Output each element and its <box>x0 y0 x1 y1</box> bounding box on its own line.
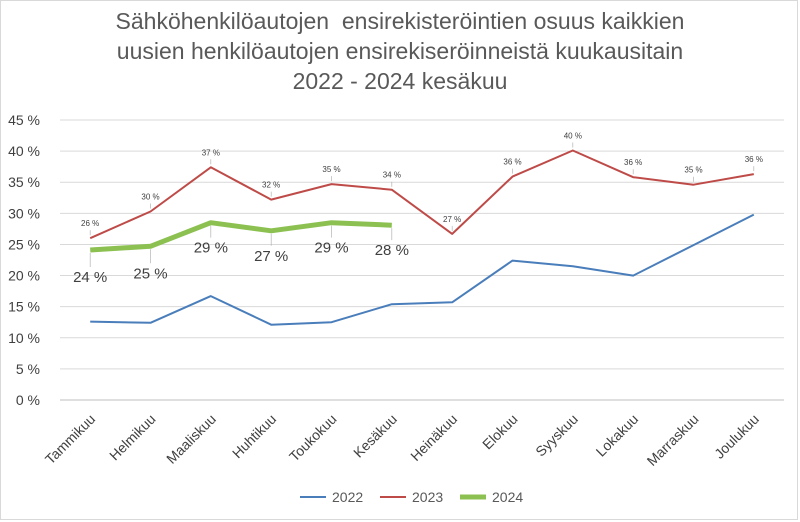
series-line-2022 <box>90 213 755 326</box>
data-label-2024: 27 % <box>254 248 288 265</box>
chart-title-line-3: 2022 - 2024 kesäkuu <box>292 68 508 94</box>
x-tick-label: Marraskuu <box>644 411 702 469</box>
data-label-2023: 32 % <box>262 181 280 190</box>
y-tick-label: 40 % <box>8 143 40 159</box>
x-tick-label: Helmikuu <box>106 411 159 464</box>
data-label-2023: 35 % <box>322 165 340 174</box>
data-label-2023: 36 % <box>624 158 642 167</box>
data-label-2023: 40 % <box>564 131 582 140</box>
x-tick-label: Toukokuu <box>286 411 340 465</box>
legend-label-2023: 2023 <box>412 489 443 505</box>
series-line-2024 <box>90 220 392 253</box>
chart-title: Sähköhenkilöautojen ensirekisteröintien … <box>0 6 800 96</box>
y-tick-label: 25 % <box>8 236 40 252</box>
x-tick-label: Tammikuu <box>42 411 98 467</box>
x-tick-label: Maaliskuu <box>163 411 219 467</box>
chart-title-line-2: uusien henkilöautojen ensirekiseröinneis… <box>116 38 684 64</box>
chart-title-line-1: Sähköhenkilöautojen ensirekisteröintien … <box>115 8 685 34</box>
x-tick-label: Lokakuu <box>593 411 642 460</box>
x-tick-label: Syyskuu <box>532 411 581 460</box>
y-tick-label: 30 % <box>8 205 40 221</box>
y-tick-label: 20 % <box>8 268 40 284</box>
data-label-2023: 30 % <box>141 192 159 201</box>
data-label-2023: 26 % <box>81 219 99 228</box>
x-tick-label: Kesäkuu <box>350 411 400 461</box>
data-label-2023: 35 % <box>684 166 702 175</box>
x-tick-label: Elokuu <box>479 411 521 453</box>
y-tick-label: 15 % <box>8 299 40 315</box>
x-tick-label: Heinäkuu <box>407 411 460 464</box>
data-label-2023: 37 % <box>202 148 220 157</box>
legend-label-2022: 2022 <box>332 489 363 505</box>
data-label-2024: 24 % <box>73 269 107 286</box>
data-label-2023: 27 % <box>443 215 461 224</box>
legend-label-2024: 2024 <box>492 489 523 505</box>
y-tick-label: 45 % <box>8 112 40 128</box>
y-tick-label: 35 % <box>8 174 40 190</box>
y-tick-label: 0 % <box>16 392 40 408</box>
y-tick-label: 5 % <box>16 361 40 377</box>
data-label-2023: 34 % <box>383 171 401 180</box>
y-tick-label: 10 % <box>8 330 40 346</box>
data-label-2023: 36 % <box>503 158 521 167</box>
data-label-2024: 28 % <box>375 242 409 259</box>
x-tick-label: Joulukuu <box>711 411 762 462</box>
data-label-2023: 36 % <box>745 155 763 164</box>
series-line-2023 <box>89 149 754 240</box>
data-label-2024: 25 % <box>133 265 167 282</box>
x-tick-label: Huhtikuu <box>229 411 279 461</box>
data-label-2024: 29 % <box>194 240 228 257</box>
data-label-2024: 29 % <box>314 240 348 257</box>
